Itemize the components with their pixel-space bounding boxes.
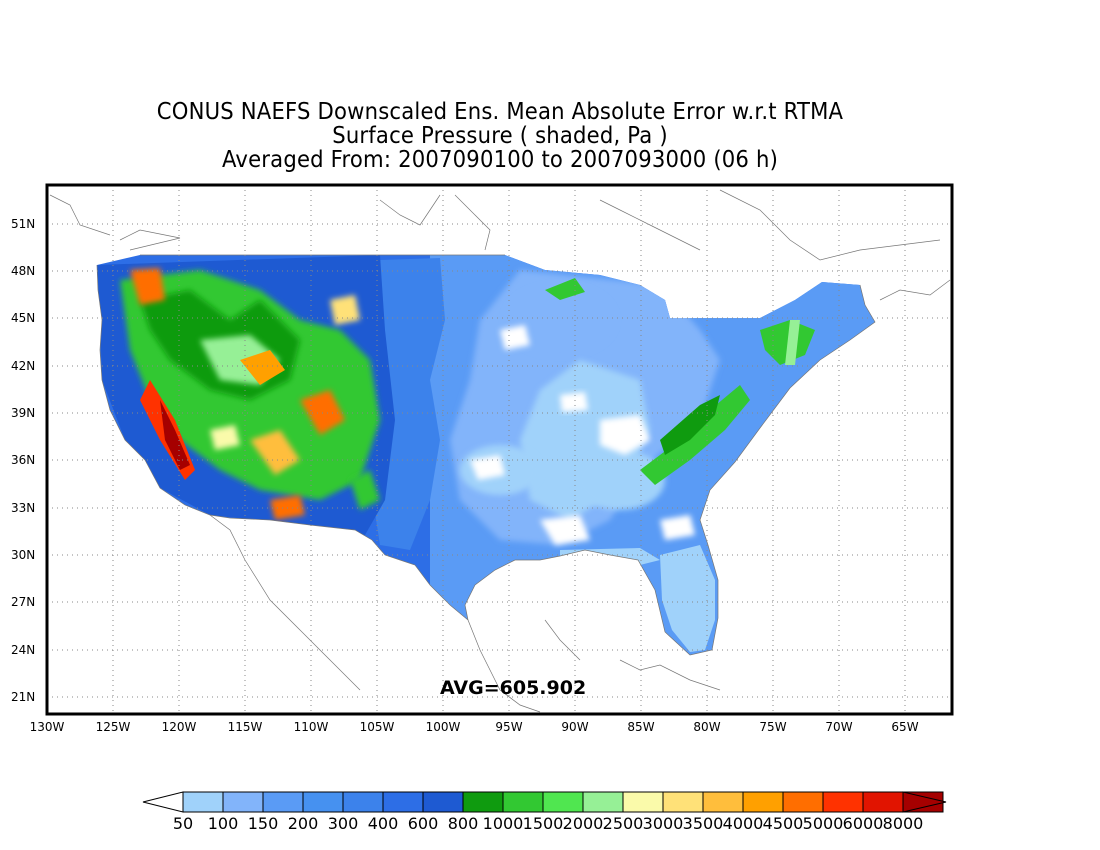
colorbar-label: 300	[328, 814, 359, 833]
lon-label: 75W	[759, 720, 786, 734]
colorbar: 50 100 150 200 300 400 600 800 1000 1500 2000 2500 3…	[142, 791, 947, 833]
colorbar-label: 400	[368, 814, 399, 833]
lon-label: 125W	[96, 720, 131, 734]
lat-label: 30N	[11, 548, 35, 562]
lon-label: 100W	[426, 720, 461, 734]
colorbar-box	[262, 791, 304, 813]
lon-label: 90W	[561, 720, 588, 734]
colorbar-box	[302, 791, 344, 813]
colorbar-label: 4000	[723, 814, 764, 833]
lat-label: 45N	[11, 311, 35, 325]
colorbar-box	[182, 791, 224, 813]
lon-label: 105W	[360, 720, 395, 734]
colorbar-label: 3000	[643, 814, 684, 833]
colorbar-box	[502, 791, 544, 813]
colorbar-box	[462, 791, 504, 813]
chart-title-block: CONUS NAEFS Downscaled Ens. Mean Absolut…	[0, 100, 1000, 172]
lon-label: 110W	[294, 720, 329, 734]
lat-label: 33N	[11, 501, 35, 515]
lon-label: 65W	[891, 720, 918, 734]
colorbar-label: 1000	[483, 814, 524, 833]
colorbar-label: 4500	[763, 814, 804, 833]
colorbar-label: 1500	[523, 814, 564, 833]
colorbar-label: 600	[408, 814, 439, 833]
colorbar-box	[222, 791, 264, 813]
latitude-axis: 51N 48N 45N 42N 39N 36N 33N 30N 27N 24N …	[11, 217, 35, 704]
lon-label: 130W	[30, 720, 65, 734]
lon-label: 120W	[162, 720, 197, 734]
colorbar-labels: 50 100 150 200 300 400 600 800 1000 1500 2000 2500 3…	[173, 814, 924, 833]
colorbar-label: 2000	[563, 814, 604, 833]
colorbar-box	[622, 791, 664, 813]
colorbar-box	[422, 791, 464, 813]
lat-label: 24N	[11, 643, 35, 657]
lon-label: 95W	[495, 720, 522, 734]
colorbar-label: 2500	[603, 814, 644, 833]
title-line-3: Averaged From: 2007090100 to 2007093000 …	[221, 147, 779, 173]
colorbar-box	[382, 791, 424, 813]
colorbar-boxes	[182, 791, 944, 813]
longitude-axis: 130W 125W 120W 115W 110W 105W 100W 95W 9…	[30, 720, 919, 734]
colorbar-box	[542, 791, 584, 813]
colorbar-box	[782, 791, 824, 813]
avg-label: AVG=605.902	[440, 677, 586, 699]
graticule	[47, 185, 952, 714]
colorbar-box	[862, 791, 904, 813]
colorbar-label: 200	[288, 814, 319, 833]
colorbar-box	[742, 791, 784, 813]
lat-label: 42N	[11, 359, 35, 373]
coastline-borders	[49, 189, 951, 713]
colorbar-label: 5000	[803, 814, 844, 833]
lat-label: 39N	[11, 406, 35, 420]
lat-label: 21N	[11, 690, 35, 704]
lat-label: 27N	[11, 595, 35, 609]
lat-label: 36N	[11, 453, 35, 467]
colorbar-label: 50	[173, 814, 193, 833]
lon-label: 70W	[825, 720, 852, 734]
lat-label: 48N	[11, 264, 35, 278]
colorbar-box	[342, 791, 384, 813]
map-frame	[45, 183, 954, 716]
colorbar-over-triangle	[902, 791, 947, 813]
colorbar-label: 6000	[843, 814, 884, 833]
colorbar-label: 100	[208, 814, 239, 833]
lon-label: 80W	[693, 720, 720, 734]
lat-label: 51N	[11, 217, 35, 231]
colorbar-label: 8000	[883, 814, 924, 833]
colorbar-label: 800	[448, 814, 479, 833]
colorbar-box	[662, 791, 704, 813]
title-line-1: CONUS NAEFS Downscaled Ens. Mean Absolut…	[156, 99, 844, 125]
lon-label: 85W	[627, 720, 654, 734]
colorbar-under-triangle	[142, 791, 184, 813]
colorbar-label: 150	[248, 814, 279, 833]
lon-label: 115W	[228, 720, 263, 734]
colorbar-label: 3500	[683, 814, 724, 833]
title-line-2: Surface Pressure ( shaded, Pa )	[332, 123, 668, 149]
colorbar-box	[702, 791, 744, 813]
colorbar-box	[582, 791, 624, 813]
colorbar-box	[822, 791, 864, 813]
